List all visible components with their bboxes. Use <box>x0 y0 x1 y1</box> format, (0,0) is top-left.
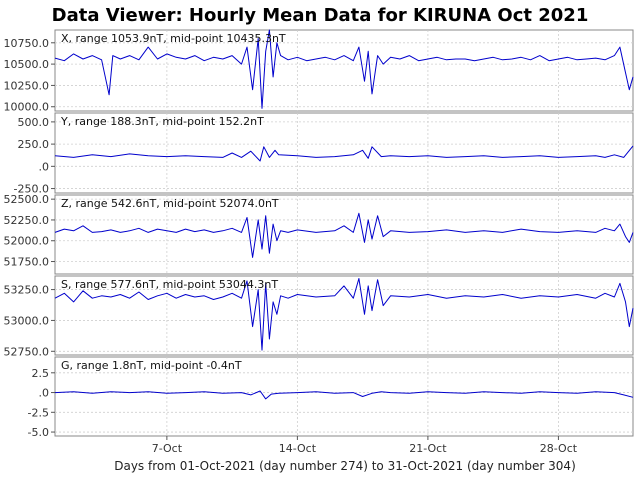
panel-1: 10000.0 10250.0 10500.0 10750.0 X, range 105… <box>4 29 634 114</box>
panels: 10000.0 10250.0 10500.0 10750.0 X, range 105… <box>4 29 634 455</box>
panel-label: Z, range 542.6nT, mid-point 52074.0nT <box>61 197 279 210</box>
panel-4: 52750.0 53000.0 53250.0 S, range 577.6nT, m… <box>4 275 634 358</box>
chart-title: Data Viewer: Hourly Mean Data for KIRUNA… <box>52 5 589 26</box>
panel-label: S, range 577.6nT, mid-point 53044.3nT <box>61 278 278 291</box>
y-tick-label: 2.5 <box>32 367 50 380</box>
x-tick-label: 14-Oct <box>279 442 317 455</box>
y-tick-label: 52250.0 <box>4 214 50 227</box>
x-axis-label: Days from 01-Oct-2021 (day number 274) t… <box>114 459 576 473</box>
panel-3: 51750.0 52000.0 52250.0 52500.0 Z, range 542… <box>4 193 634 275</box>
series-line-2-1 <box>54 145 634 162</box>
panel-5: -5.0 -2.5 .0 2.5 G, range 1.8nT, mid-point -… <box>28 356 634 439</box>
y-tick-label: 52000.0 <box>4 235 50 248</box>
y-tick-label: 10500.0 <box>4 58 50 71</box>
panel-label: G, range 1.8nT, mid-point -0.4nT <box>61 359 242 372</box>
series-line-1-1 <box>54 29 634 109</box>
y-tick-label: 51750.0 <box>4 256 50 269</box>
y-tick-label: 52500.0 <box>4 193 50 206</box>
panel-2: -250.0 .0 250.0 500.0 Y, range 188.3nT, mid-… <box>14 112 634 196</box>
panel-frame <box>54 356 634 437</box>
y-tick-label: 10250.0 <box>4 79 50 92</box>
panel-frame <box>54 112 634 194</box>
panel-frame <box>54 194 634 275</box>
series-line-3-1 <box>54 212 634 258</box>
y-tick-label: 53250.0 <box>4 284 50 297</box>
panel-label: Y, range 188.3nT, mid-point 152.2nT <box>60 115 264 128</box>
x-tick-label: 28-Oct <box>540 442 578 455</box>
y-tick-label: 500.0 <box>18 116 50 129</box>
y-tick-label: 10000.0 <box>4 101 50 114</box>
x-tick-label: 21-Oct <box>409 442 447 455</box>
panel-frame <box>54 275 634 356</box>
y-tick-label: -2.5 <box>28 406 49 419</box>
y-tick-label: .0 <box>39 387 50 400</box>
y-tick-label: 10750.0 <box>4 37 50 50</box>
series-line-4-1 <box>54 278 634 351</box>
series-line-5-1 <box>54 390 634 400</box>
y-tick-label: -5.0 <box>28 426 49 439</box>
y-tick-label: -250.0 <box>14 183 49 196</box>
y-tick-label: .0 <box>39 160 50 173</box>
panel-frame <box>54 29 634 112</box>
x-tick-label: 7-Oct <box>152 442 183 455</box>
y-tick-label: 250.0 <box>18 138 50 151</box>
y-tick-label: 52750.0 <box>4 345 50 358</box>
panel-label: X, range 1053.9nT, mid-point 10435.3nT <box>61 32 286 45</box>
y-tick-label: 53000.0 <box>4 314 50 327</box>
